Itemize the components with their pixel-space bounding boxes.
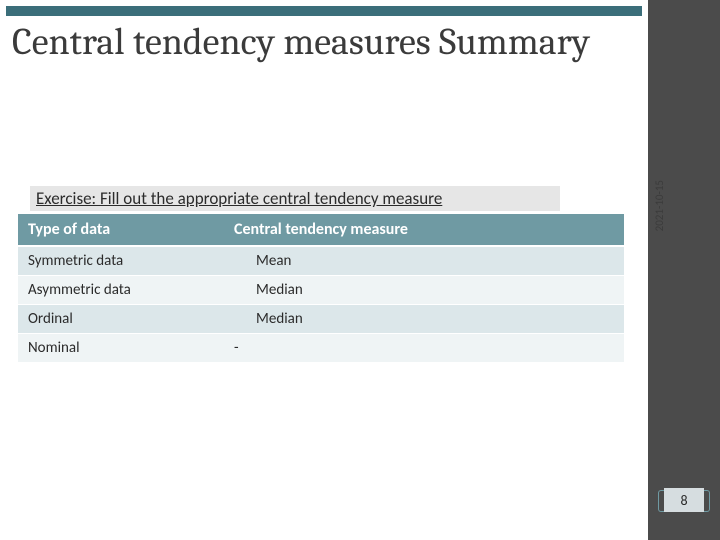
exercise-label: Exercise: Fill out the appropriate centr… [30,186,560,211]
cell-measure: Median [224,276,424,305]
summary-table: Type of data Central tendency measure Sy… [18,214,624,363]
cell-type: Nominal [18,334,224,363]
page-title: Central tendency measures Summary [12,22,590,64]
table-row: Ordinal Median [18,305,624,334]
right-sidebar [648,0,720,540]
cell-measure: Mean [224,246,424,276]
cell-extra [424,305,624,334]
cell-extra [424,334,624,363]
table-row: Asymmetric data Median [18,276,624,305]
page-number-box: 8 [664,488,704,512]
col-measure: Central tendency measure [224,214,424,246]
cell-type: Ordinal [18,305,224,334]
table-row: Nominal - [18,334,624,363]
title-accent-bar [6,6,642,16]
cell-type: Asymmetric data [18,276,224,305]
cell-extra [424,276,624,305]
date-label: 2021-10-15 [653,180,666,231]
cell-measure: Median [224,305,424,334]
cell-measure: - [224,334,424,363]
table-row: Symmetric data Mean [18,246,624,276]
cell-type: Symmetric data [18,246,224,276]
col-type: Type of data [18,214,224,246]
cell-extra [424,246,624,276]
page-number: 8 [680,492,687,509]
table-header-row: Type of data Central tendency measure [18,214,624,246]
col-extra [424,214,624,246]
